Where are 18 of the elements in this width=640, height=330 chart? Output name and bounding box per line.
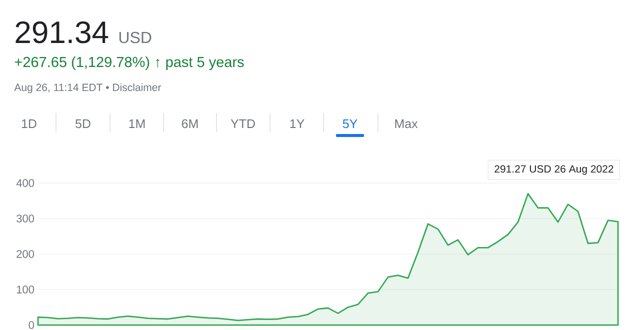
text: Aug 26, 11:14 EDT • Disclaimer — [14, 83, 162, 94]
text: Max — [395, 119, 418, 128]
y-tick-label: 300 — [16, 214, 34, 222]
y-tick-label: 200 — [16, 250, 34, 258]
y-tick-label: 0 — [28, 321, 34, 329]
y-tick-label: 100 — [16, 286, 34, 294]
chart-subtitle: +267.65 (1,129.78%) ↑ past 5 years — [14, 56, 244, 70]
text: YTD — [230, 119, 255, 128]
text: 1D — [22, 119, 36, 128]
y-tick-label: 400 — [16, 179, 34, 187]
text: USD — [119, 32, 152, 44]
chart-title: 291.34 — [16, 21, 108, 44]
text: 291.27 USD 26 Aug 2022 — [494, 165, 614, 175]
text: 6M — [182, 119, 198, 128]
text: 5Y — [342, 119, 358, 128]
text: 1M — [129, 119, 145, 128]
text: 1Y — [290, 119, 304, 128]
text: 5D — [76, 119, 90, 128]
